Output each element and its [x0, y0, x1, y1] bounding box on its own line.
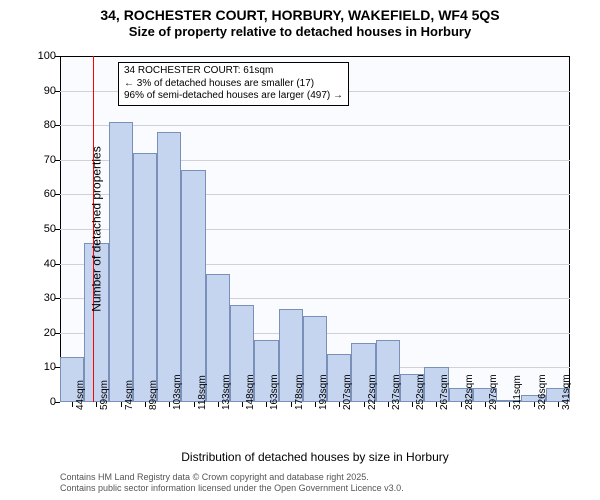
y-tick-label: 10	[26, 361, 56, 373]
y-axis-label: Number of detached properties	[90, 146, 104, 311]
y-tick-label: 50	[26, 223, 56, 235]
x-tick-mark	[534, 402, 535, 407]
x-tick-mark	[509, 402, 510, 407]
y-tick-label: 80	[26, 119, 56, 131]
x-tick-mark	[266, 402, 267, 407]
annotation-line1: 34 ROCHESTER COURT: 61sqm	[124, 65, 343, 78]
chart-subtitle: Size of property relative to detached ho…	[0, 24, 600, 39]
chart-container: 34, ROCHESTER COURT, HORBURY, WAKEFIELD,…	[0, 0, 600, 500]
x-tick-mark	[242, 402, 243, 407]
x-tick-mark	[339, 402, 340, 407]
annotation-box: 34 ROCHESTER COURT: 61sqm ← 3% of detach…	[118, 62, 349, 106]
x-tick-label: 59sqm	[99, 380, 110, 410]
gridline	[60, 125, 570, 126]
x-tick-mark	[315, 402, 316, 407]
x-tick-label: 163sqm	[269, 374, 280, 410]
x-tick-mark	[291, 402, 292, 407]
x-tick-label: 311sqm	[512, 375, 523, 410]
annotation-line2: ← 3% of detached houses are smaller (17)	[124, 78, 343, 91]
y-tick-label: 70	[26, 154, 56, 166]
y-tick-label: 20	[26, 327, 56, 339]
x-tick-mark	[412, 402, 413, 407]
x-tick-label: 133sqm	[221, 374, 232, 410]
footer-line1: Contains HM Land Registry data © Crown c…	[60, 472, 404, 483]
y-tick-label: 90	[26, 85, 56, 97]
histogram-bar	[133, 153, 157, 402]
x-tick-mark	[558, 402, 559, 407]
x-tick-mark	[436, 402, 437, 407]
histogram-bar	[109, 122, 133, 402]
x-tick-mark	[145, 402, 146, 407]
x-tick-label: 222sqm	[367, 374, 378, 410]
x-tick-label: 282sqm	[464, 374, 475, 410]
annotation-line3: 96% of semi-detached houses are larger (…	[124, 90, 343, 103]
x-tick-mark	[72, 402, 73, 407]
x-tick-label: 297sqm	[488, 374, 499, 410]
x-tick-mark	[96, 402, 97, 407]
x-axis-label: Distribution of detached houses by size …	[181, 450, 448, 464]
x-tick-label: 207sqm	[342, 374, 353, 410]
y-tick-label: 30	[26, 292, 56, 304]
x-tick-mark	[485, 402, 486, 407]
x-tick-mark	[169, 402, 170, 407]
x-tick-mark	[364, 402, 365, 407]
x-tick-label: 89sqm	[148, 380, 159, 410]
y-tick-label: 100	[26, 50, 56, 62]
x-tick-mark	[218, 402, 219, 407]
x-tick-label: 74sqm	[124, 380, 135, 410]
x-tick-label: 267sqm	[439, 374, 450, 410]
x-tick-label: 178sqm	[294, 374, 305, 410]
x-tick-label: 237sqm	[391, 374, 402, 410]
x-tick-mark	[388, 402, 389, 407]
histogram-bar	[181, 170, 205, 402]
x-tick-label: 193sqm	[318, 374, 329, 410]
y-tick-label: 60	[26, 188, 56, 200]
chart-title: 34, ROCHESTER COURT, HORBURY, WAKEFIELD,…	[0, 0, 600, 24]
x-tick-label: 252sqm	[415, 374, 426, 410]
footer-line2: Contains public sector information licen…	[60, 483, 404, 494]
footer: Contains HM Land Registry data © Crown c…	[60, 472, 404, 494]
histogram-bar	[157, 132, 181, 402]
chart-area: 34 ROCHESTER COURT: 61sqm ← 3% of detach…	[60, 56, 570, 402]
x-tick-mark	[194, 402, 195, 407]
x-tick-label: 103sqm	[172, 374, 183, 410]
y-tick-label: 40	[26, 258, 56, 270]
y-tick-label: 0	[26, 396, 56, 408]
x-tick-label: 148sqm	[245, 374, 256, 410]
x-tick-label: 44sqm	[75, 380, 86, 410]
x-tick-label: 118sqm	[197, 375, 208, 410]
x-tick-mark	[121, 402, 122, 407]
x-tick-label: 341sqm	[561, 374, 572, 410]
x-tick-mark	[461, 402, 462, 407]
x-tick-label: 326sqm	[537, 374, 548, 410]
